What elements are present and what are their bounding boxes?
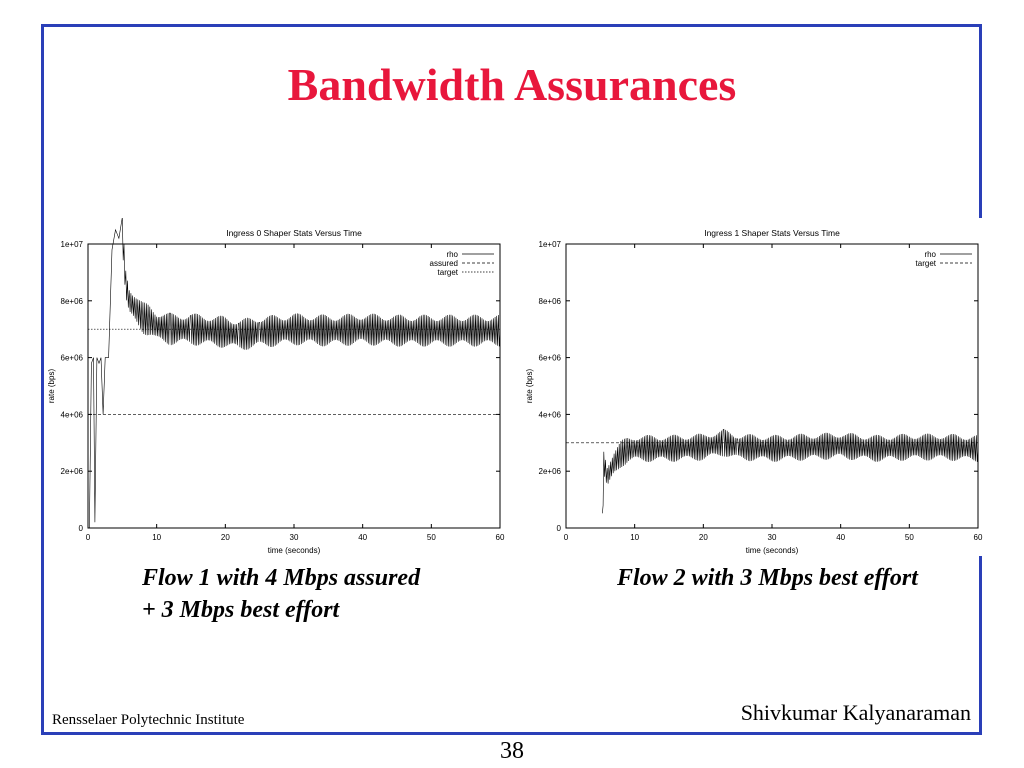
x-tick-label: 50 (427, 533, 436, 542)
x-tick-label: 30 (290, 533, 299, 542)
chart-title: Ingress 0 Shaper Stats Versus Time (226, 228, 362, 238)
legend-label-target: target (438, 268, 459, 277)
x-tick-label: 50 (905, 533, 914, 542)
x-axis-label: time (seconds) (746, 546, 799, 555)
caption-flow-2: Flow 2 with 3 Mbps best effort (617, 565, 918, 591)
y-tick-label: 2e+06 (539, 467, 562, 476)
x-tick-label: 10 (630, 533, 639, 542)
x-axis-label: time (seconds) (268, 546, 321, 555)
y-tick-label: 2e+06 (61, 467, 84, 476)
legend-label-rho: rho (446, 250, 458, 259)
y-tick-label: 1e+07 (539, 240, 562, 249)
y-tick-label: 4e+06 (61, 410, 84, 419)
plot-border (565, 243, 979, 529)
x-tick-label: 0 (564, 533, 569, 542)
page-number: 38 (500, 738, 524, 764)
legend-label-rho: rho (924, 250, 936, 259)
y-tick-label: 4e+06 (539, 410, 562, 419)
x-tick-label: 60 (974, 533, 983, 542)
y-tick-label: 1e+07 (61, 240, 84, 249)
y-tick-label: 8e+06 (539, 297, 562, 306)
x-tick-label: 40 (836, 533, 845, 542)
footer-institution: Rensselaer Polytechnic Institute (52, 712, 245, 728)
x-tick-label: 30 (768, 533, 777, 542)
legend-label-assured: assured (430, 259, 458, 268)
caption-flow-1-line-2: + 3 Mbps best effort (142, 597, 340, 623)
ingress-0-chart: Ingress 0 Shaper Stats Versus Time 0 10 20 3… (47, 218, 505, 555)
y-tick-label: 0 (79, 524, 84, 533)
footer-author: Shivkumar Kalyanaraman (740, 700, 971, 725)
x-tick-label: 0 (86, 533, 91, 542)
plot-border (87, 243, 501, 529)
chart-title: Ingress 1 Shaper Stats Versus Time (704, 228, 840, 238)
caption-flow-1: Flow 1 with 4 Mbps assured + 3 Mbps best… (142, 562, 420, 626)
caption-flow-1-line-1: Flow 1 with 4 Mbps assured (142, 565, 421, 591)
y-tick-label: 6e+06 (539, 354, 562, 363)
y-axis-label: rate (bps) (525, 369, 534, 404)
series-line-rho (89, 218, 501, 529)
legend-label-target: target (916, 259, 937, 268)
ingress-1-chart: Ingress 1 Shaper Stats Versus Time 0 10 20 3… (525, 228, 983, 555)
x-tick-label: 20 (221, 533, 230, 542)
y-tick-label: 6e+06 (61, 354, 84, 363)
slide-title: Bandwidth Assurances (287, 59, 737, 110)
y-axis-label: rate (bps) (47, 369, 56, 404)
x-tick-label: 10 (152, 533, 161, 542)
series-line-rho (602, 428, 979, 514)
charts-area: Ingress 0 Shaper Stats Versus Time 0 10 20 3… (44, 218, 988, 556)
y-tick-label: 0 (557, 524, 562, 533)
y-tick-label: 8e+06 (61, 297, 84, 306)
x-tick-label: 60 (496, 533, 505, 542)
x-tick-label: 20 (699, 533, 708, 542)
x-tick-label: 40 (358, 533, 367, 542)
